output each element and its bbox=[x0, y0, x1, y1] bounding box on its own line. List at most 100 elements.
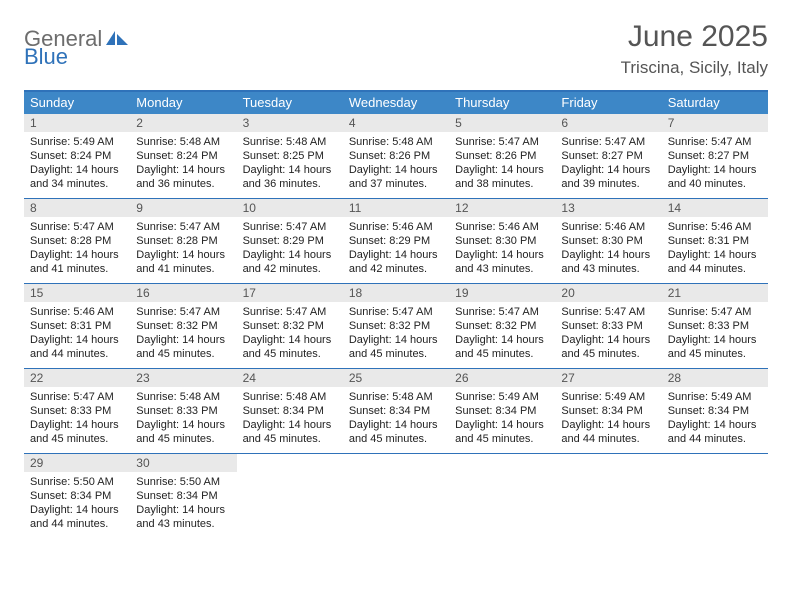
day-number: 16 bbox=[130, 284, 236, 302]
day-cell: 2 Sunrise: 5:48 AMSunset: 8:24 PMDaylight… bbox=[130, 114, 236, 198]
day-cell: 1Sunrise: 5:49 AMSunset: 8:24 PMDaylight… bbox=[24, 114, 130, 198]
day-info: Sunrise: 5:47 AMSunset: 8:33 PMDaylight:… bbox=[561, 305, 655, 361]
day-info: Sunrise: 5:48 AMSunset: 8:26 PMDaylight:… bbox=[349, 135, 443, 191]
day-number: 30 bbox=[130, 454, 236, 472]
weekday-sunday: Sunday bbox=[24, 92, 130, 114]
day-cell: 18 Sunrise: 5:47 AMSunset: 8:32 PMDayligh… bbox=[343, 284, 449, 368]
day-cell: 4 Sunrise: 5:48 AMSunset: 8:26 PMDaylight… bbox=[343, 114, 449, 198]
day-cell: 22Sunrise: 5:47 AMSunset: 8:33 PMDayligh… bbox=[24, 369, 130, 453]
calendar: Sunday Monday Tuesday Wednesday Thursday… bbox=[24, 90, 768, 538]
day-info: Sunrise: 5:49 AMSunset: 8:34 PMDaylight:… bbox=[668, 390, 762, 446]
day-info: Sunrise: 5:48 AMSunset: 8:34 PMDaylight:… bbox=[349, 390, 443, 446]
day-cell: 23 Sunrise: 5:48 AMSunset: 8:33 PMDayligh… bbox=[130, 369, 236, 453]
calendar-week: 29 Sunrise: 5:50 AMSunset: 8:34 PMDayligh… bbox=[24, 454, 768, 538]
day-info: Sunrise: 5:46 AMSunset: 8:30 PMDaylight:… bbox=[561, 220, 655, 276]
day-number: 26 bbox=[449, 369, 555, 387]
day-cell: 13 Sunrise: 5:46 AMSunset: 8:30 PMDayligh… bbox=[555, 199, 661, 283]
day-number: 7 bbox=[662, 114, 768, 132]
page: General June 2025 Triscina, Sicily, Ital… bbox=[0, 0, 792, 538]
day-cell: 9 Sunrise: 5:47 AMSunset: 8:28 PMDaylight… bbox=[130, 199, 236, 283]
day-number: 19 bbox=[449, 284, 555, 302]
day-cell: 28 Sunrise: 5:49 AMSunset: 8:34 PMDayligh… bbox=[662, 369, 768, 453]
day-cell: 3Sunrise: 5:48 AMSunset: 8:25 PMDaylight… bbox=[237, 114, 343, 198]
day-cell: 26 Sunrise: 5:49 AMSunset: 8:34 PMDayligh… bbox=[449, 369, 555, 453]
weekday-saturday: Saturday bbox=[662, 92, 768, 114]
day-info: Sunrise: 5:48 AMSunset: 8:34 PMDaylight:… bbox=[243, 390, 337, 446]
weekday-wednesday: Wednesday bbox=[343, 92, 449, 114]
day-number: 18 bbox=[343, 284, 449, 302]
day-number: 4 bbox=[343, 114, 449, 132]
calendar-week: 22Sunrise: 5:47 AMSunset: 8:33 PMDayligh… bbox=[24, 369, 768, 454]
day-info: Sunrise: 5:47 AMSunset: 8:29 PMDaylight:… bbox=[243, 220, 337, 276]
day-cell: 7 Sunrise: 5:47 AMSunset: 8:27 PMDaylight… bbox=[662, 114, 768, 198]
header-row: General June 2025 Triscina, Sicily, Ital… bbox=[24, 20, 768, 78]
day-info: Sunrise: 5:47 AMSunset: 8:28 PMDaylight:… bbox=[136, 220, 230, 276]
day-number: 23 bbox=[130, 369, 236, 387]
day-cell: 24 Sunrise: 5:48 AMSunset: 8:34 PMDayligh… bbox=[237, 369, 343, 453]
empty-cell bbox=[555, 454, 661, 538]
day-cell: 25 Sunrise: 5:48 AMSunset: 8:34 PMDayligh… bbox=[343, 369, 449, 453]
day-number: 20 bbox=[555, 284, 661, 302]
day-cell: 11Sunrise: 5:46 AMSunset: 8:29 PMDayligh… bbox=[343, 199, 449, 283]
day-info: Sunrise: 5:49 AMSunset: 8:34 PMDaylight:… bbox=[455, 390, 549, 446]
day-cell: 15Sunrise: 5:46 AMSunset: 8:31 PMDayligh… bbox=[24, 284, 130, 368]
day-info: Sunrise: 5:46 AMSunset: 8:31 PMDaylight:… bbox=[668, 220, 762, 276]
day-number: 27 bbox=[555, 369, 661, 387]
day-info: Sunrise: 5:46 AMSunset: 8:31 PMDaylight:… bbox=[30, 305, 124, 361]
day-number: 6 bbox=[555, 114, 661, 132]
day-info: Sunrise: 5:48 AMSunset: 8:24 PMDaylight:… bbox=[136, 135, 230, 191]
title-block: June 2025 Triscina, Sicily, Italy bbox=[621, 20, 768, 78]
day-number: 14 bbox=[662, 199, 768, 217]
day-info: Sunrise: 5:48 AMSunset: 8:33 PMDaylight:… bbox=[136, 390, 230, 446]
day-cell: 14 Sunrise: 5:46 AMSunset: 8:31 PMDayligh… bbox=[662, 199, 768, 283]
day-number: 5 bbox=[449, 114, 555, 132]
weekday-friday: Friday bbox=[555, 92, 661, 114]
day-number: 25 bbox=[343, 369, 449, 387]
day-info: Sunrise: 5:46 AMSunset: 8:30 PMDaylight:… bbox=[455, 220, 549, 276]
day-cell: 27 Sunrise: 5:49 AMSunset: 8:34 PMDayligh… bbox=[555, 369, 661, 453]
day-cell: 29 Sunrise: 5:50 AMSunset: 8:34 PMDayligh… bbox=[24, 454, 130, 538]
calendar-week: 15Sunrise: 5:46 AMSunset: 8:31 PMDayligh… bbox=[24, 284, 768, 369]
day-number: 13 bbox=[555, 199, 661, 217]
weekday-thursday: Thursday bbox=[449, 92, 555, 114]
weekday-monday: Monday bbox=[130, 92, 236, 114]
day-number: 21 bbox=[662, 284, 768, 302]
empty-cell bbox=[662, 454, 768, 538]
day-cell: 21Sunrise: 5:47 AMSunset: 8:33 PMDayligh… bbox=[662, 284, 768, 368]
calendar-week: 1Sunrise: 5:49 AMSunset: 8:24 PMDaylight… bbox=[24, 114, 768, 199]
weekday-header: Sunday Monday Tuesday Wednesday Thursday… bbox=[24, 92, 768, 114]
logo-sail-icon bbox=[104, 29, 130, 49]
day-number: 8 bbox=[24, 199, 130, 217]
weekday-tuesday: Tuesday bbox=[237, 92, 343, 114]
day-info: Sunrise: 5:46 AMSunset: 8:29 PMDaylight:… bbox=[349, 220, 443, 276]
day-number: 28 bbox=[662, 369, 768, 387]
day-info: Sunrise: 5:50 AMSunset: 8:34 PMDaylight:… bbox=[30, 475, 124, 531]
day-info: Sunrise: 5:50 AMSunset: 8:34 PMDaylight:… bbox=[136, 475, 230, 531]
day-cell: 19 Sunrise: 5:47 AMSunset: 8:32 PMDayligh… bbox=[449, 284, 555, 368]
location-label: Triscina, Sicily, Italy bbox=[621, 58, 768, 78]
day-cell: 8 Sunrise: 5:47 AMSunset: 8:28 PMDaylight… bbox=[24, 199, 130, 283]
day-cell: 17Sunrise: 5:47 AMSunset: 8:32 PMDayligh… bbox=[237, 284, 343, 368]
day-info: Sunrise: 5:47 AMSunset: 8:32 PMDaylight:… bbox=[349, 305, 443, 361]
day-cell: 6 Sunrise: 5:47 AMSunset: 8:27 PMDaylight… bbox=[555, 114, 661, 198]
day-number: 17 bbox=[237, 284, 343, 302]
day-info: Sunrise: 5:47 AMSunset: 8:32 PMDaylight:… bbox=[136, 305, 230, 361]
day-number: 24 bbox=[237, 369, 343, 387]
day-cell: 5 Sunrise: 5:47 AMSunset: 8:26 PMDaylight… bbox=[449, 114, 555, 198]
empty-cell bbox=[343, 454, 449, 538]
day-number: 1 bbox=[24, 114, 130, 132]
day-info: Sunrise: 5:47 AMSunset: 8:32 PMDaylight:… bbox=[455, 305, 549, 361]
calendar-weeks: 1Sunrise: 5:49 AMSunset: 8:24 PMDaylight… bbox=[24, 114, 768, 538]
day-info: Sunrise: 5:47 AMSunset: 8:28 PMDaylight:… bbox=[30, 220, 124, 276]
day-info: Sunrise: 5:47 AMSunset: 8:26 PMDaylight:… bbox=[455, 135, 549, 191]
logo-word-blue: Blue bbox=[24, 44, 68, 70]
day-info: Sunrise: 5:49 AMSunset: 8:34 PMDaylight:… bbox=[561, 390, 655, 446]
day-info: Sunrise: 5:47 AMSunset: 8:27 PMDaylight:… bbox=[561, 135, 655, 191]
day-number: 29 bbox=[24, 454, 130, 472]
month-title: June 2025 bbox=[621, 20, 768, 54]
day-info: Sunrise: 5:47 AMSunset: 8:27 PMDaylight:… bbox=[668, 135, 762, 191]
day-number: 2 bbox=[130, 114, 236, 132]
day-cell: 10Sunrise: 5:47 AMSunset: 8:29 PMDayligh… bbox=[237, 199, 343, 283]
day-number: 9 bbox=[130, 199, 236, 217]
empty-cell bbox=[237, 454, 343, 538]
